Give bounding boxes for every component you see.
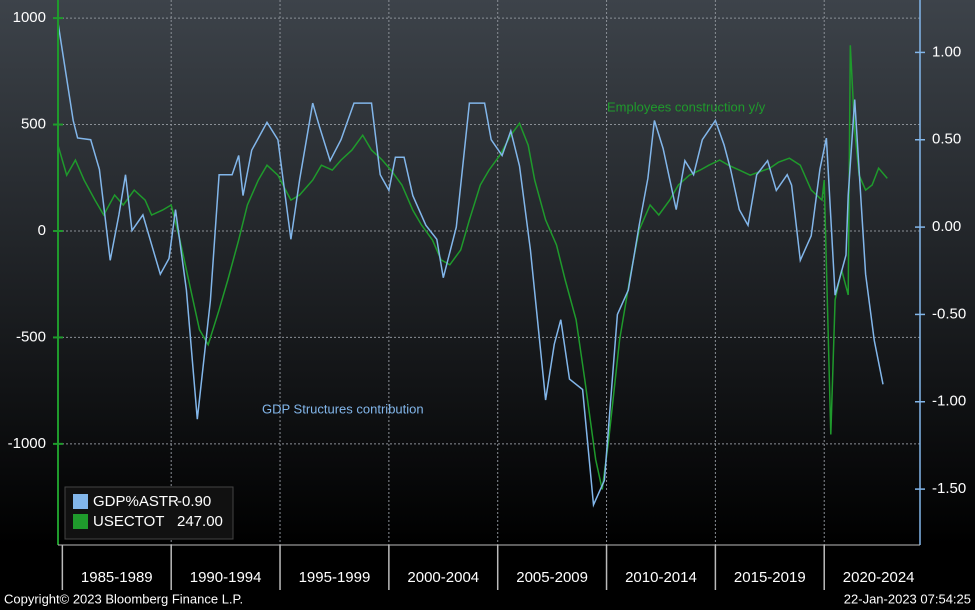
x-band-label: 2005-2009: [516, 569, 588, 586]
y-tick-label: -500: [16, 328, 46, 345]
legend-box: [64, 486, 234, 540]
y2-tick-label: -1.00: [932, 393, 966, 410]
y2-tick-label: 0.00: [932, 218, 961, 235]
x-band-label: 2020-2024: [843, 569, 915, 586]
y2-tick-label: -0.50: [932, 305, 966, 322]
legend-swatch: [73, 494, 88, 509]
x-band-label: 1985-1989: [81, 569, 153, 586]
x-band-label: 1990-1994: [190, 569, 262, 586]
footer-right: 22-Jan-2023 07:54:25: [844, 591, 971, 606]
y-tick-label: -1000: [8, 435, 46, 452]
y2-tick-label: 1.00: [932, 43, 961, 60]
annotation: GDP Structures contribution: [262, 401, 424, 416]
annotation: Employees construction y/y: [607, 99, 766, 114]
x-band-label: 1995-1999: [299, 569, 371, 586]
plot-background: [0, 0, 975, 545]
x-band-label: 2010-2014: [625, 569, 697, 586]
y-tick-label: 0: [38, 222, 46, 239]
y-tick-label: 500: [21, 116, 46, 133]
y2-tick-label: 0.50: [932, 131, 961, 148]
y2-tick-label: -1.50: [932, 480, 966, 497]
legend-value: 247.00: [177, 513, 223, 530]
legend-label: GDP%ASTR: [93, 493, 179, 510]
series-line: [57, 22, 884, 508]
y-tick-label: 1000: [13, 9, 46, 26]
series-line: [57, 45, 888, 490]
x-band-label: 2000-2004: [407, 569, 479, 586]
legend-label: USECTOT: [93, 513, 164, 530]
axis-band: [0, 545, 975, 610]
legend-swatch: [73, 514, 88, 529]
footer-left: Copyright© 2023 Bloomberg Finance L.P.: [4, 591, 243, 606]
legend-value: -0.90: [177, 493, 211, 510]
x-band-label: 2015-2019: [734, 569, 806, 586]
